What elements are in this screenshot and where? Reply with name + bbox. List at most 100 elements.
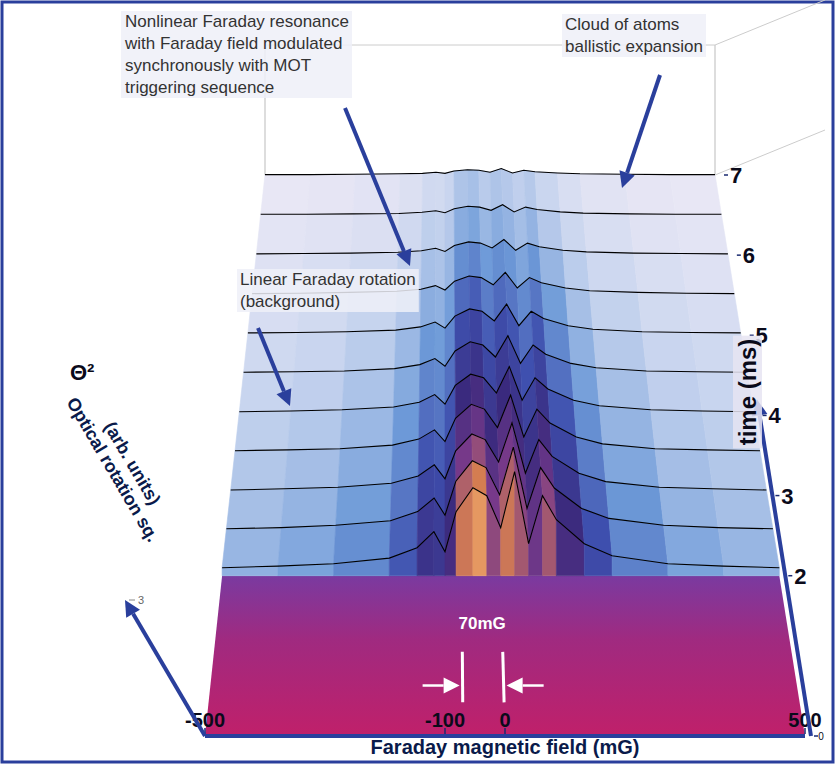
annotation-arrow xyxy=(620,75,661,188)
annotation: Cloud of atomsballistic expansion xyxy=(562,14,706,57)
trace-line xyxy=(261,205,722,215)
surface-cell xyxy=(454,242,469,281)
surface-cell xyxy=(294,332,347,372)
surface-cell xyxy=(568,326,596,368)
chart: -500-1000500Faraday magnetic field (mG)0… xyxy=(0,0,835,764)
width-marker-line xyxy=(503,652,504,702)
surface-cell xyxy=(583,213,633,253)
surface-cell xyxy=(291,371,345,411)
surface-cell xyxy=(469,242,482,278)
surface-cell xyxy=(566,288,593,329)
time-axis-arrow xyxy=(752,399,811,736)
surface-cell xyxy=(586,252,638,293)
surface-cell xyxy=(278,525,336,566)
surface-cell xyxy=(571,363,599,405)
surface-cell xyxy=(634,253,687,293)
surface-cell xyxy=(664,525,724,566)
x-tick-label: 0 xyxy=(499,709,510,731)
annotation-line: triggering sequence xyxy=(125,78,274,97)
surface-cell xyxy=(336,483,392,525)
surface-cell xyxy=(454,206,468,245)
surface-cell xyxy=(436,172,445,213)
annotation-line: with Faraday field modulated xyxy=(124,34,342,53)
trace-line xyxy=(265,169,715,175)
front-face xyxy=(584,544,612,576)
surface-cell xyxy=(436,211,445,252)
time-axis-title: time (ms) xyxy=(734,339,761,446)
surface-cell xyxy=(393,402,420,445)
surface-cell xyxy=(235,411,291,451)
frame xyxy=(2,2,833,762)
surface-cell xyxy=(421,248,436,289)
surface-cell xyxy=(288,410,343,450)
front-face xyxy=(389,548,417,576)
width-marker-arrow xyxy=(507,678,544,694)
surface-cell xyxy=(338,445,393,487)
surface-cell xyxy=(629,214,680,254)
surface-cell xyxy=(596,368,651,410)
annotation-arrow-shaft xyxy=(258,328,284,391)
front-face xyxy=(417,532,434,576)
surface-cell xyxy=(513,170,526,212)
annotation-line: (background) xyxy=(240,292,340,311)
surface-cell xyxy=(480,207,493,248)
surface-cell xyxy=(239,372,294,412)
width-marker-arrow-head xyxy=(444,678,460,694)
annotation-arrow-head xyxy=(277,388,292,406)
back-edge xyxy=(715,0,825,45)
surface-cell xyxy=(625,174,675,214)
front-face xyxy=(487,496,501,576)
surface-cell xyxy=(231,450,288,490)
label-patch xyxy=(121,11,352,98)
surface-cell xyxy=(655,449,713,489)
value-tick-label: 3 xyxy=(138,594,144,606)
time-tick-label: 7 xyxy=(730,163,742,188)
trace-line xyxy=(256,240,728,254)
label-patch xyxy=(733,336,762,449)
value-axis-title: Optical rotation sq.(arb. units) xyxy=(63,384,181,546)
surface-cell xyxy=(334,521,391,564)
front-face xyxy=(556,520,584,576)
time-tick xyxy=(775,495,779,497)
annotation-text: Nonlinear Faraday resonancewith Faraday … xyxy=(124,12,349,97)
surface-cell xyxy=(490,169,503,211)
surface-cell xyxy=(394,365,420,407)
surface-cell xyxy=(469,276,482,311)
surface-cell xyxy=(340,407,394,449)
surface-cell xyxy=(304,214,353,254)
width-marker-line xyxy=(461,652,464,702)
trace-line xyxy=(231,423,767,490)
surface-cell xyxy=(445,209,454,252)
x-axis-title: Faraday magnetic field (mG) xyxy=(371,736,640,758)
back-edge xyxy=(715,45,716,175)
width-marker-label: 70mG xyxy=(459,614,506,633)
surface-cell xyxy=(537,210,563,251)
time-tick-label: 0 xyxy=(818,731,824,742)
surface-cell xyxy=(563,250,590,290)
surface-cell xyxy=(222,528,281,568)
time-tick-label: 3 xyxy=(781,484,793,509)
surface-cell xyxy=(675,214,728,254)
value-axis-title-group: Optical rotation sq.(arb. units) xyxy=(63,384,181,546)
surface-cell xyxy=(471,374,485,409)
surface-cell xyxy=(420,322,435,365)
surface-cell xyxy=(479,170,491,210)
surface-cell xyxy=(539,247,565,288)
surface-cell xyxy=(718,528,779,568)
surface-cell xyxy=(708,450,767,490)
surface-cell xyxy=(638,292,692,332)
surface-cell xyxy=(713,489,773,529)
surface-cell xyxy=(421,211,435,251)
surface-cell xyxy=(284,449,340,489)
surface-cell xyxy=(342,369,395,410)
front-face xyxy=(501,472,515,576)
surface-cell xyxy=(603,444,660,487)
surface-cell xyxy=(470,342,483,378)
surface-cell xyxy=(420,286,435,327)
surface-cell xyxy=(422,172,436,212)
surface-cell xyxy=(226,489,284,529)
annotation-line: Cloud of atoms xyxy=(565,15,679,34)
time-tick xyxy=(737,254,741,256)
surface-cell xyxy=(281,487,338,527)
surface-cell xyxy=(244,333,298,373)
